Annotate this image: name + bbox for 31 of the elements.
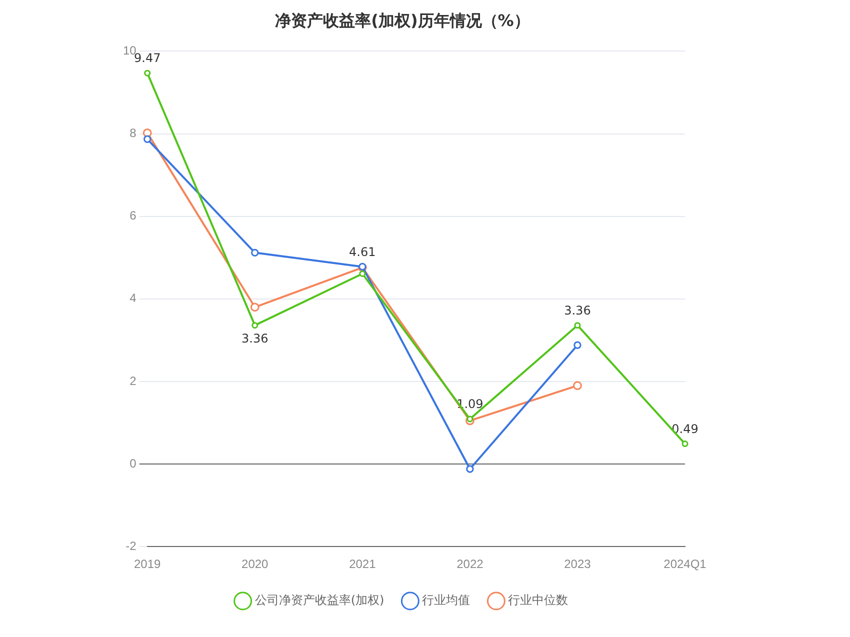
point bbox=[250, 302, 260, 312]
y-tick-label: 0 bbox=[130, 456, 137, 470]
y-tick-label: 2 bbox=[130, 374, 137, 388]
point bbox=[682, 440, 688, 448]
point bbox=[144, 70, 151, 76]
x-tick-label: 2022 bbox=[456, 557, 484, 572]
legend-label: 公司净资产收益率(加权) bbox=[254, 593, 384, 608]
point bbox=[573, 381, 582, 390]
y-tick-label: 8 bbox=[130, 126, 137, 140]
y-tick-label: 6 bbox=[130, 208, 137, 223]
data-label: 4.61 bbox=[349, 244, 376, 259]
point bbox=[252, 322, 258, 329]
point bbox=[466, 416, 474, 422]
x-tick-label: 2024Q1 bbox=[664, 557, 707, 572]
data-label: 3.36 bbox=[242, 331, 268, 346]
chart-title: 净资产收益率(加权)历年情况（%） bbox=[275, 10, 530, 30]
point bbox=[466, 465, 474, 473]
x-tick-label: 2019 bbox=[134, 557, 162, 572]
x-tick-label: 2020 bbox=[242, 557, 269, 572]
point bbox=[144, 135, 152, 143]
legend-label: 行业中位数 bbox=[508, 593, 568, 608]
point bbox=[574, 322, 581, 329]
data-label: 3.36 bbox=[564, 303, 591, 318]
y-tick-label: 4 bbox=[130, 291, 137, 306]
x-tick-label: 2023 bbox=[564, 557, 592, 572]
legend-label: 行业均值 bbox=[422, 593, 470, 608]
point bbox=[251, 248, 259, 257]
point bbox=[359, 270, 366, 277]
x-tick-label: 2021 bbox=[349, 557, 376, 572]
y-tick-label: -2 bbox=[126, 538, 137, 553]
point bbox=[574, 341, 582, 349]
